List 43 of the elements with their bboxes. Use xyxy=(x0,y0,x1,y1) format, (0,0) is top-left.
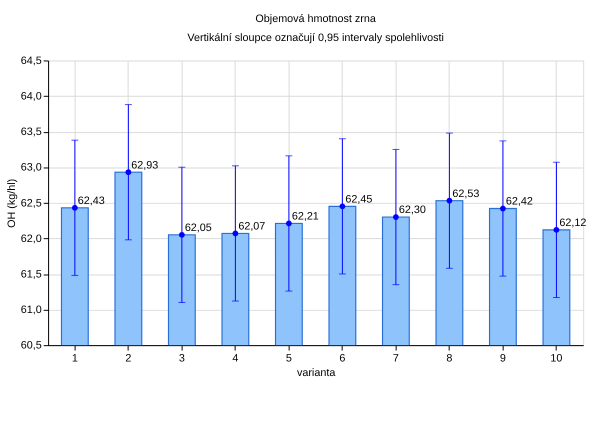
point xyxy=(500,206,506,212)
x-tick-label: 3 xyxy=(178,352,185,364)
x-tick-label: 10 xyxy=(550,352,562,364)
point xyxy=(178,232,185,238)
x-tick-label: 4 xyxy=(232,352,238,364)
x-tick-label: 9 xyxy=(500,352,506,364)
y-tick-label: 61,5 xyxy=(20,268,42,280)
data-label: 62,93 xyxy=(131,159,158,172)
data-label: 62,12 xyxy=(559,216,586,229)
point xyxy=(125,169,132,176)
x-tick-label: 7 xyxy=(392,352,399,364)
y-tick-label: 64,0 xyxy=(20,90,42,102)
data-label: 62,21 xyxy=(292,210,319,223)
data-label: 62,05 xyxy=(184,222,212,234)
y-tick-label: 63,5 xyxy=(20,126,42,138)
x-tick-label: 1 xyxy=(72,352,78,364)
chart-subtitle: Vertikální sloupce označují 0,95 intervaly spolehlivosti xyxy=(187,32,444,44)
x-tick-label: 6 xyxy=(339,352,346,364)
chart-title: Objemová hmotnost zrna xyxy=(255,13,376,26)
y-tick-label: 63,0 xyxy=(20,162,42,174)
data-label: 62,53 xyxy=(452,188,480,200)
y-tick-label: 62,5 xyxy=(20,197,42,210)
x-tick-label: 5 xyxy=(286,352,292,364)
data-label: 62,30 xyxy=(398,204,426,216)
data-label: 62,42 xyxy=(506,196,533,208)
y-tick-label: 60,5 xyxy=(20,340,42,352)
y-tick-label: 62,0 xyxy=(20,232,42,245)
data-label: 62,45 xyxy=(345,193,372,206)
point xyxy=(392,214,399,220)
y-tick-label: 64,5 xyxy=(20,54,42,67)
x-tick-label: 8 xyxy=(446,352,452,364)
point xyxy=(286,220,292,226)
point xyxy=(554,226,560,233)
x-tick-label: 2 xyxy=(125,352,132,364)
y-tick-label: 61,0 xyxy=(20,304,42,316)
point xyxy=(72,204,78,211)
data-label: 62,07 xyxy=(238,220,266,232)
point xyxy=(232,230,238,236)
y-axis-title: OH (kg/hl) xyxy=(6,178,18,228)
point xyxy=(339,203,346,210)
x-axis-title: varianta xyxy=(296,367,336,380)
data-label: 62,43 xyxy=(78,194,105,207)
point xyxy=(446,198,452,204)
